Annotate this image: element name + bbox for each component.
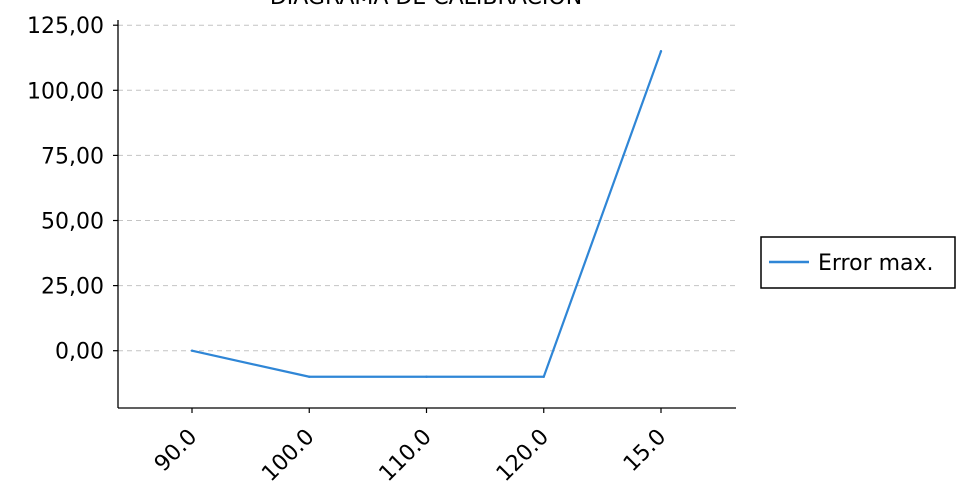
y-tick-label: 50,00 [41, 210, 104, 235]
y-tick-label: 100,00 [27, 79, 104, 104]
legend: Error max. [760, 236, 956, 289]
y-tick-label: 0,00 [55, 340, 104, 365]
y-tick-label: 75,00 [41, 144, 104, 169]
x-tick-label: 100.0 [257, 425, 319, 487]
y-tick-label: 125,00 [27, 14, 104, 39]
data-point [308, 375, 311, 378]
y-axis-ticks: 0,00 25,00 50,00 75,00 100,00 125,00 [27, 14, 118, 365]
y-tick-label: 25,00 [41, 275, 104, 300]
x-tick-label: 15.0 [619, 425, 671, 477]
x-tick-label: 90.0 [150, 425, 202, 477]
data-point [190, 349, 194, 352]
x-tick-label: 110.0 [375, 425, 437, 487]
axes [117, 20, 736, 409]
x-tick-label: 120.0 [492, 425, 554, 487]
chart-title: DIAGRAMA DE CALIBRACIÓN [270, 0, 582, 10]
x-axis-ticks: 90.0 100.0 110.0 120.0 15.0 [150, 408, 671, 487]
data-point [542, 375, 545, 378]
data-point [659, 50, 663, 53]
grid-lines [118, 24, 736, 352]
series-layer [190, 50, 663, 378]
legend-label: Error max. [818, 251, 934, 276]
data-point [425, 375, 428, 378]
series-line [191, 50, 663, 378]
